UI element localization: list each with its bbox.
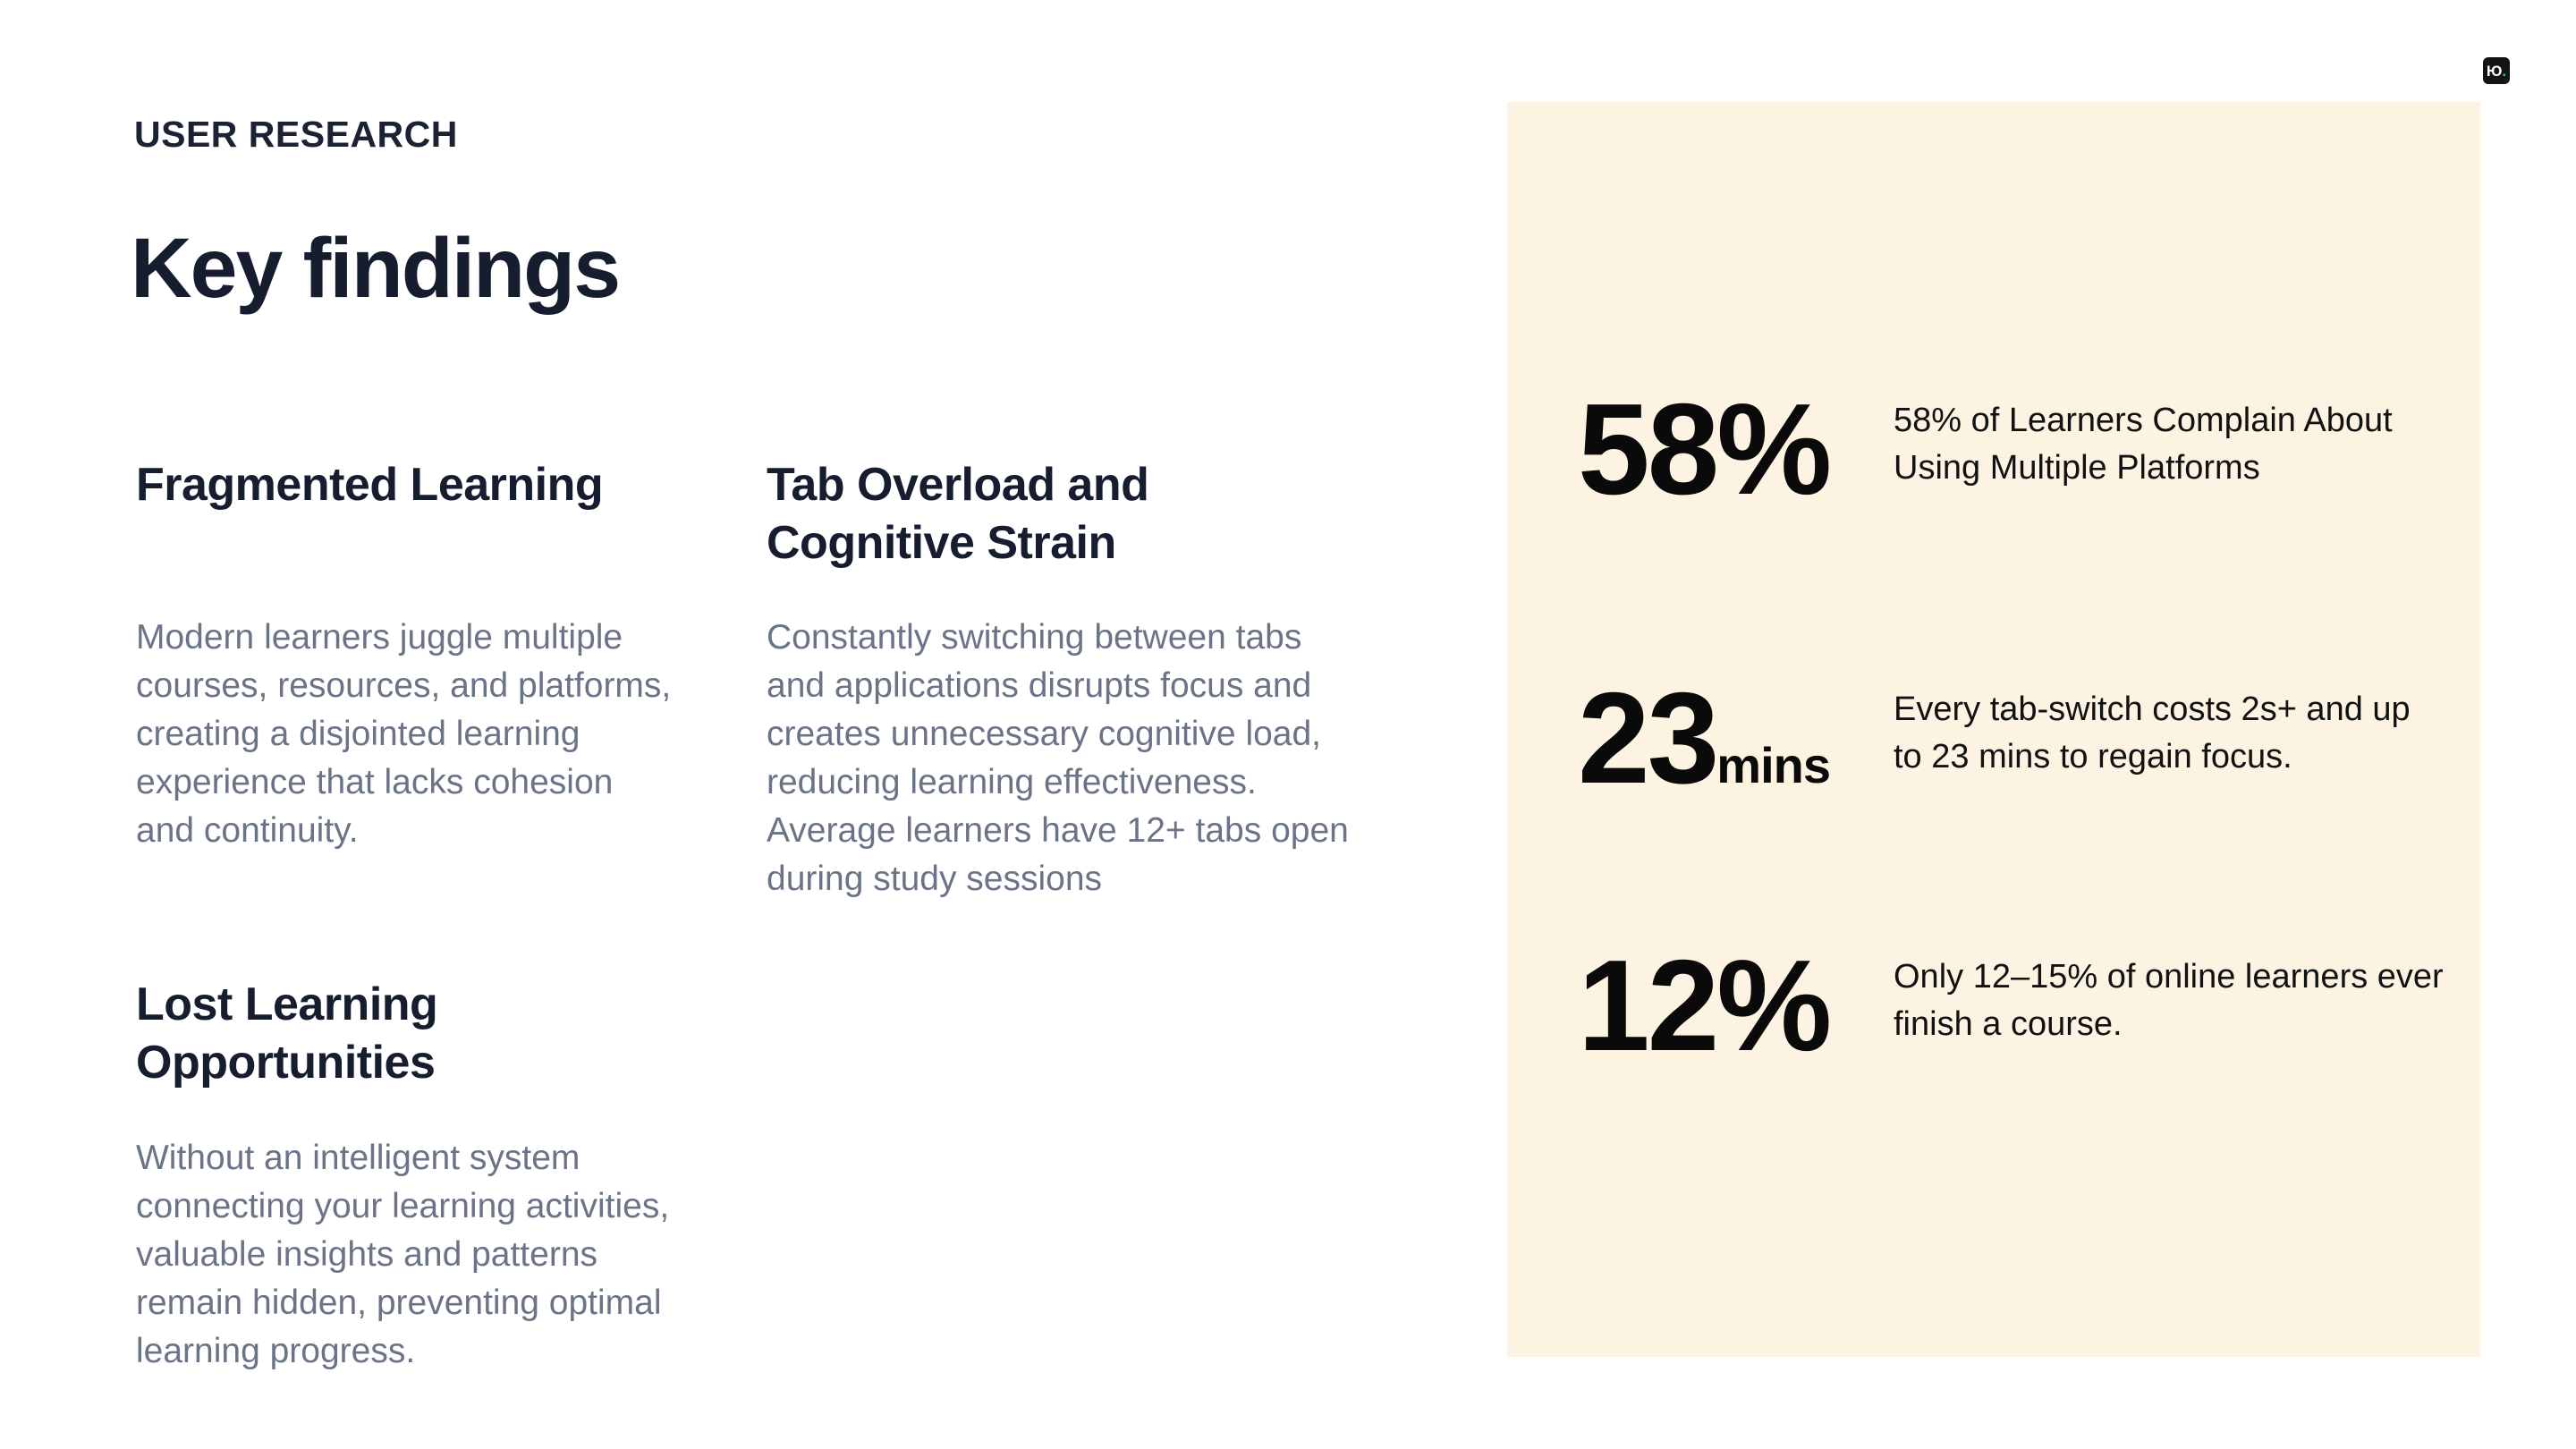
stat-number: 58% <box>1578 377 1832 521</box>
stat-value-12-percent: 12% <box>1578 941 1894 1071</box>
finding-body-fragmented-learning: Modern learners juggle multiple courses,… <box>136 618 672 850</box>
stat-row-12-percent: 12% Only 12–15% of online learners ever … <box>1578 941 2445 1071</box>
stat-row-58-percent: 58% 58% of Learners Complain About Using… <box>1578 385 2445 514</box>
finding-heading-lost-opportunities: Lost Learning Opportunities <box>136 979 438 1089</box>
stats-panel: 58% 58% of Learners Complain About Using… <box>1507 102 2480 1357</box>
stat-description-58-percent: 58% of Learners Complain About Using Mul… <box>1894 402 2393 487</box>
page-title: Key findings <box>131 221 621 316</box>
logo-glyph: Ю <box>2486 62 2503 80</box>
finding-heading-fragmented-learning: Fragmented Learning <box>136 459 604 511</box>
stat-row-23-mins: 23 mins Every tab-switch costs 2s+ and up… <box>1578 674 2445 803</box>
logo-dot: . <box>2502 62 2507 80</box>
stat-unit: mins <box>1716 737 1831 793</box>
brand-logo-badge[interactable]: Ю. <box>2483 57 2510 84</box>
stat-number: 23 <box>1578 665 1719 810</box>
finding-heading-tab-overload: Tab Overload and Cognitive Strain <box>767 459 1149 569</box>
finding-body-lost-opportunities: Without an intelligent system connecting… <box>136 1139 670 1370</box>
finding-body-tab-overload: Constantly switching between tabs and ap… <box>767 618 1349 898</box>
stat-value-58-percent: 58% <box>1578 385 1894 514</box>
stat-number: 12% <box>1578 933 1832 1078</box>
stat-value-23-mins: 23 mins <box>1578 674 1894 803</box>
eyebrow-label: USER RESEARCH <box>134 114 458 155</box>
stat-description-12-percent: Only 12–15% of online learners ever fini… <box>1894 958 2444 1043</box>
stat-description-23-mins: Every tab-switch costs 2s+ and up to 23 … <box>1894 691 2411 775</box>
